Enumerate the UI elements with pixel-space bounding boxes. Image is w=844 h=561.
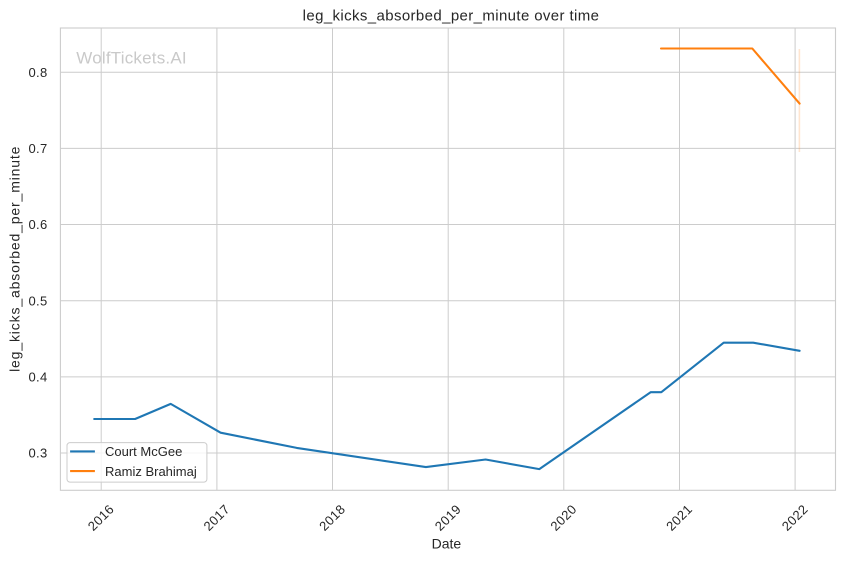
svg-text:0.8: 0.8 <box>28 65 47 80</box>
svg-text:leg_kicks_absorbed_per_minute: leg_kicks_absorbed_per_minute over time <box>303 8 600 25</box>
svg-text:WolfTickets.AI: WolfTickets.AI <box>76 48 187 67</box>
svg-text:0.5: 0.5 <box>28 293 47 308</box>
svg-text:0.3: 0.3 <box>28 446 47 461</box>
svg-text:0.6: 0.6 <box>28 217 47 232</box>
svg-text:0.4: 0.4 <box>28 370 47 385</box>
svg-text:0.7: 0.7 <box>28 141 47 156</box>
svg-text:leg_kicks_absorbed_per_minute: leg_kicks_absorbed_per_minute <box>7 146 23 372</box>
svg-text:Ramiz Brahimaj: Ramiz Brahimaj <box>105 464 197 479</box>
svg-text:Date: Date <box>432 536 462 552</box>
svg-text:Court McGee: Court McGee <box>105 444 182 459</box>
